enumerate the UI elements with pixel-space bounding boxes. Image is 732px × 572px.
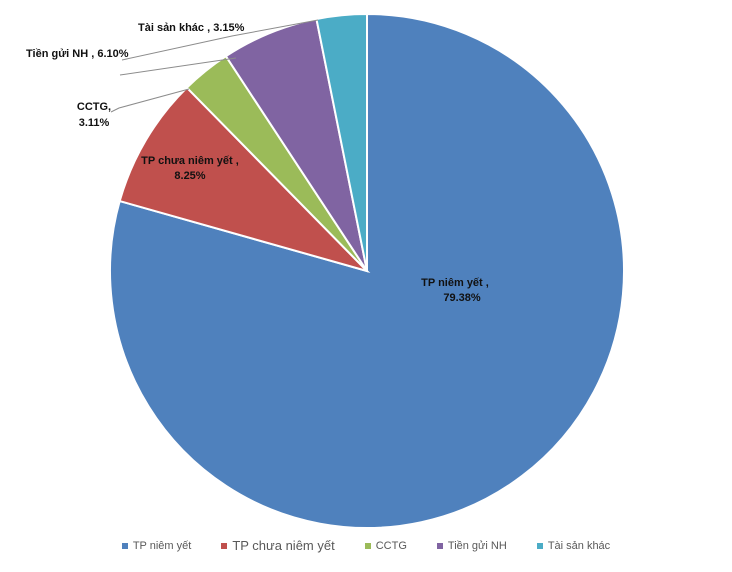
label-tp-chua-niem-yet-value: 8.25% — [174, 170, 205, 182]
legend-swatch-tai-san-khac — [536, 542, 543, 549]
legend-swatch-tien-gui-nh — [436, 542, 443, 549]
label-tp-niem-yet-value: 79.38% — [443, 292, 481, 304]
legend-item-tp-chua-niem-yet: TP chưa niêm yết — [221, 538, 335, 553]
leader-tai-san-khac — [121, 19, 319, 61]
label-tai-san-khac: Tài sản khác , 3.15% — [138, 22, 245, 34]
legend-label-tai-san-khac: Tài sản khác — [547, 539, 611, 552]
legend-label-cctg: CCTG — [375, 539, 407, 552]
label-tp-chua-niem-yet-name: TP chưa niêm yết , — [141, 155, 239, 167]
label-cctg-name: CCTG, — [77, 101, 111, 113]
label-cctg-value: 3.11% — [79, 117, 110, 129]
legend-swatch-cctg — [364, 542, 371, 549]
legend-label-tp-niem-yet: TP niêm yết — [132, 539, 192, 552]
legend-swatch-tp-niem-yet — [121, 542, 128, 549]
label-tp-niem-yet-name: TP niêm yết , — [421, 277, 489, 289]
legend-swatch-tp-chua-niem-yet — [221, 542, 228, 549]
legend-label-tp-chua-niem-yet: TP chưa niêm yết — [232, 538, 335, 553]
leader-cctg — [110, 88, 190, 113]
pie-labels: TP niêm yết , 79.38% TP chưa niêm yết , … — [26, 19, 489, 304]
pie-slice-t-i-s-n-kh-c — [315, 12, 368, 272]
chart-legend: TP niêm yết TP chưa niêm yết CCTG Tiền g… — [0, 538, 732, 553]
legend-item-cctg: CCTG — [364, 539, 407, 552]
legend-label-tien-gui-nh: Tiền gửi NH — [447, 539, 507, 552]
legend-item-tai-san-khac: Tài sản khác — [536, 539, 611, 552]
label-tien-gui-nh: Tiền gửi NH , 6.10% — [26, 48, 129, 60]
pie-slices — [109, 12, 625, 529]
legend-item-tien-gui-nh: Tiền gửi NH — [436, 539, 507, 552]
legend-item-tp-niem-yet: TP niêm yết — [121, 539, 192, 552]
leader-tien-gui-nh — [119, 57, 237, 76]
